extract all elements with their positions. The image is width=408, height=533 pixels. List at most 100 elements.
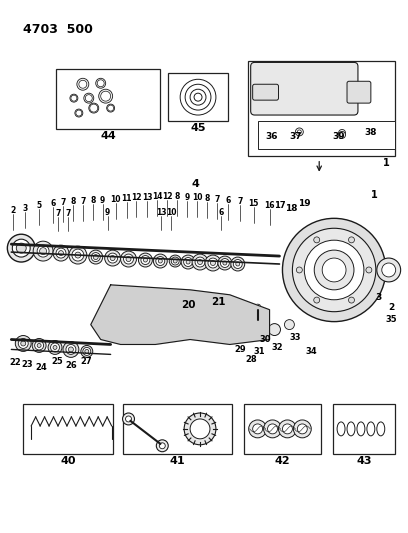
Text: 2: 2 <box>11 206 16 215</box>
Circle shape <box>70 94 78 102</box>
Text: 35: 35 <box>386 315 397 324</box>
Text: 16: 16 <box>264 201 275 210</box>
Circle shape <box>91 253 100 262</box>
Circle shape <box>208 258 218 268</box>
Text: 3: 3 <box>22 204 28 213</box>
Text: 8: 8 <box>204 194 210 203</box>
Text: 9: 9 <box>184 193 190 202</box>
Circle shape <box>153 254 167 268</box>
Circle shape <box>35 341 44 350</box>
Circle shape <box>282 219 386 321</box>
Circle shape <box>181 255 195 269</box>
Circle shape <box>122 413 135 425</box>
Text: 44: 44 <box>101 131 117 141</box>
Text: 36: 36 <box>266 132 278 141</box>
Text: 10: 10 <box>166 208 177 217</box>
Circle shape <box>185 84 211 110</box>
Circle shape <box>63 342 79 358</box>
Text: 13: 13 <box>156 208 166 217</box>
Circle shape <box>85 350 89 353</box>
Ellipse shape <box>347 422 355 436</box>
Circle shape <box>192 254 208 270</box>
Text: 29: 29 <box>234 345 246 354</box>
Ellipse shape <box>377 422 385 436</box>
Text: 3: 3 <box>376 293 382 302</box>
Text: 10: 10 <box>110 195 121 204</box>
Circle shape <box>32 338 46 352</box>
Circle shape <box>69 347 73 352</box>
Text: 7: 7 <box>65 209 71 218</box>
Circle shape <box>314 237 320 243</box>
Circle shape <box>231 257 245 271</box>
Circle shape <box>282 424 293 434</box>
Circle shape <box>97 80 104 87</box>
Bar <box>333 404 395 454</box>
Text: 10: 10 <box>192 193 202 202</box>
Text: 7: 7 <box>214 195 220 204</box>
Circle shape <box>110 256 115 261</box>
Circle shape <box>297 130 302 134</box>
Circle shape <box>71 95 77 101</box>
Text: 8: 8 <box>90 196 95 205</box>
Circle shape <box>293 228 376 312</box>
Text: 7: 7 <box>80 197 86 206</box>
Circle shape <box>53 245 69 261</box>
Bar <box>23 404 113 454</box>
Circle shape <box>75 109 83 117</box>
Circle shape <box>184 413 216 445</box>
Circle shape <box>101 91 111 101</box>
Circle shape <box>7 234 35 262</box>
Text: 33: 33 <box>290 333 301 342</box>
Circle shape <box>194 93 202 101</box>
Text: 8: 8 <box>70 197 75 206</box>
Circle shape <box>21 341 26 346</box>
Bar <box>122 404 232 454</box>
Text: 40: 40 <box>60 456 75 466</box>
Bar <box>168 74 228 121</box>
Circle shape <box>124 254 133 264</box>
FancyBboxPatch shape <box>251 62 358 115</box>
Circle shape <box>89 103 99 113</box>
Circle shape <box>138 253 152 267</box>
Text: 22: 22 <box>9 358 21 367</box>
Circle shape <box>339 130 346 136</box>
Circle shape <box>322 258 346 282</box>
Circle shape <box>158 259 162 263</box>
Circle shape <box>296 267 302 273</box>
Circle shape <box>84 93 94 103</box>
Circle shape <box>105 250 121 266</box>
Circle shape <box>169 255 181 267</box>
Text: 11: 11 <box>121 194 132 203</box>
Circle shape <box>75 252 81 258</box>
Circle shape <box>284 320 295 329</box>
Text: 37: 37 <box>289 132 302 141</box>
Circle shape <box>85 95 92 102</box>
Circle shape <box>99 89 113 103</box>
Circle shape <box>108 105 113 111</box>
Circle shape <box>79 80 87 88</box>
Circle shape <box>348 297 355 303</box>
Circle shape <box>253 424 263 434</box>
Circle shape <box>77 78 89 90</box>
Circle shape <box>93 255 98 260</box>
Circle shape <box>220 259 229 268</box>
Circle shape <box>58 251 64 256</box>
Circle shape <box>314 250 354 290</box>
Circle shape <box>186 260 190 264</box>
Bar <box>257 121 395 149</box>
Text: 18: 18 <box>285 204 298 213</box>
Text: 38: 38 <box>365 128 377 138</box>
Bar <box>248 61 395 156</box>
Circle shape <box>254 304 261 311</box>
Text: 6: 6 <box>225 196 231 205</box>
Circle shape <box>40 248 47 255</box>
Text: 39: 39 <box>333 132 346 141</box>
Circle shape <box>293 420 311 438</box>
Circle shape <box>323 85 335 97</box>
Circle shape <box>279 420 296 438</box>
Text: 6: 6 <box>51 199 55 208</box>
Bar <box>244 404 321 454</box>
Circle shape <box>81 345 93 358</box>
FancyBboxPatch shape <box>347 81 371 103</box>
Circle shape <box>108 253 118 263</box>
